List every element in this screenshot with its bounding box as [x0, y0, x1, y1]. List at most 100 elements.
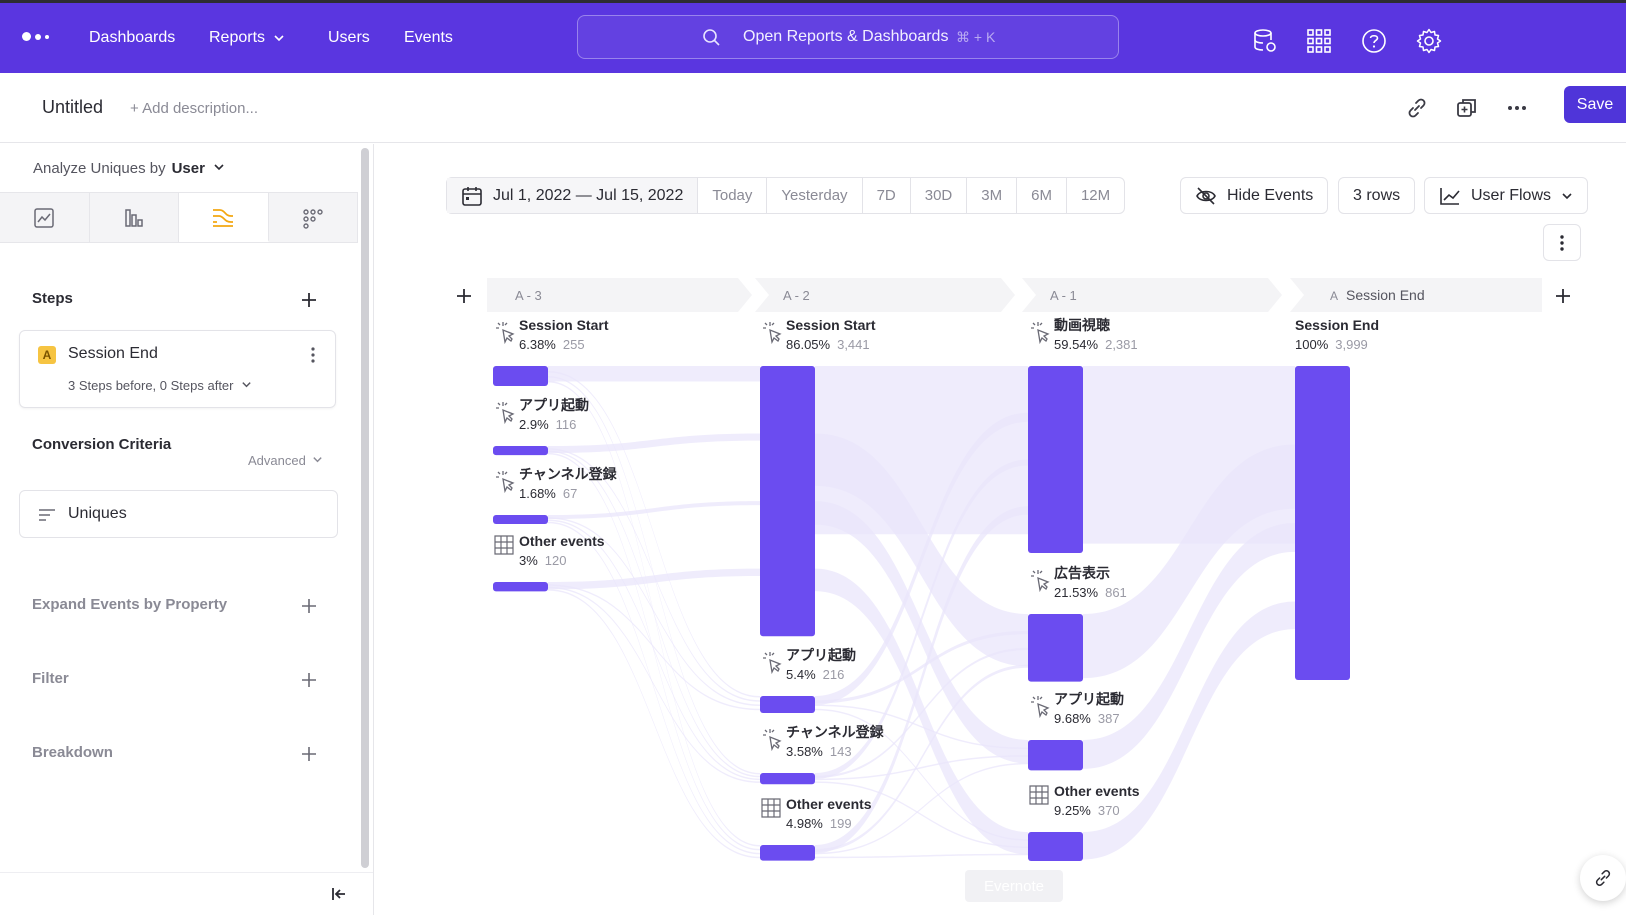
- hover-tooltip: Evernote: [965, 870, 1063, 902]
- view-type-label: User Flows: [1471, 187, 1551, 205]
- range-12m[interactable]: 12M: [1067, 178, 1124, 213]
- flow-link: [815, 631, 1028, 704]
- tab-flows[interactable]: [179, 193, 269, 242]
- flow-node-count: 120: [545, 553, 567, 568]
- filter-heading[interactable]: Filter: [32, 670, 69, 687]
- flow-node-bar[interactable]: [493, 582, 548, 591]
- flow-node-count: 143: [830, 744, 852, 759]
- step-badge: A: [38, 346, 56, 364]
- link-icon[interactable]: [1404, 95, 1430, 121]
- analyze-by-selector[interactable]: Analyze Uniques by User: [33, 160, 225, 177]
- breakdown-heading[interactable]: Breakdown: [32, 744, 113, 761]
- collapse-sidebar-icon[interactable]: [330, 885, 348, 903]
- add-step-icon[interactable]: [300, 291, 318, 309]
- flow-node-bar[interactable]: [493, 446, 548, 455]
- flow-node-name[interactable]: チャンネル登録: [786, 724, 885, 740]
- save-button[interactable]: Save: [1564, 86, 1626, 123]
- database-settings-icon[interactable]: [1251, 27, 1279, 55]
- flow-node-bar[interactable]: [1028, 366, 1083, 553]
- flow-node-name[interactable]: Session End: [1295, 317, 1379, 333]
- flow-node-name[interactable]: アプリ起動: [1054, 691, 1124, 707]
- view-type-selector[interactable]: User Flows: [1424, 177, 1588, 214]
- add-filter-icon[interactable]: [300, 671, 318, 689]
- range-3m[interactable]: 3M: [967, 178, 1017, 213]
- step-column-header[interactable]: [1022, 278, 1282, 312]
- flow-node-name[interactable]: 広告表示: [1054, 565, 1110, 581]
- flow-link: [548, 501, 760, 519]
- nav-reports[interactable]: Reports: [209, 29, 285, 47]
- range-6m[interactable]: 6M: [1017, 178, 1067, 213]
- tab-retention[interactable]: [269, 193, 359, 242]
- nav-events[interactable]: Events: [404, 29, 453, 47]
- add-breakdown-icon[interactable]: [300, 745, 318, 763]
- flow-node-bar[interactable]: [493, 366, 548, 386]
- rows-selector[interactable]: 3 rows: [1338, 177, 1415, 214]
- flow-link: [815, 763, 1028, 855]
- flow-node-bar[interactable]: [760, 366, 815, 636]
- flow-node-name[interactable]: Session Start: [786, 317, 876, 333]
- flow-node-name[interactable]: Other events: [519, 533, 605, 549]
- step-column-header[interactable]: [1290, 278, 1542, 312]
- flow-node-bar[interactable]: [760, 845, 815, 861]
- flow-link: [548, 451, 760, 778]
- flow-node-name[interactable]: チャンネル登録: [519, 466, 618, 482]
- flow-node-count: 370: [1098, 803, 1120, 818]
- flow-node-name[interactable]: アプリ起動: [786, 647, 856, 663]
- flow-node-bar[interactable]: [1028, 614, 1083, 682]
- chart-more-button[interactable]: [1543, 224, 1581, 261]
- settings-gear-icon[interactable]: [1415, 27, 1443, 55]
- step-column-header[interactable]: [487, 278, 752, 312]
- step-range-selector[interactable]: 3 Steps before, 0 Steps after: [68, 378, 252, 393]
- nav-dashboards[interactable]: Dashboards: [89, 29, 175, 47]
- flow-node-bar[interactable]: [760, 773, 815, 784]
- flow-node-percent: 2.9%: [519, 417, 549, 432]
- add-column-icon[interactable]: [1556, 289, 1570, 303]
- date-range-picker[interactable]: Jul 1, 2022 — Jul 15, 2022: [447, 178, 698, 213]
- step-card[interactable]: A Session End 3 Steps before, 0 Steps af…: [19, 330, 336, 408]
- nav-users[interactable]: Users: [328, 29, 370, 47]
- kebab-menu-icon[interactable]: [310, 346, 316, 364]
- expand-events-heading[interactable]: Expand Events by Property: [32, 596, 227, 613]
- advanced-dropdown[interactable]: Advanced: [248, 453, 323, 468]
- flow-node-name[interactable]: 動画視聴: [1054, 317, 1110, 333]
- nav-dashboards-label: Dashboards: [89, 29, 175, 47]
- range-today[interactable]: Today: [698, 178, 767, 213]
- grid-icon: [1030, 786, 1048, 804]
- flow-node-percent: 21.53%: [1054, 585, 1099, 600]
- flow-node-name[interactable]: アプリ起動: [519, 397, 589, 413]
- hide-events-button[interactable]: Hide Events: [1180, 177, 1328, 214]
- more-options-icon[interactable]: [1504, 95, 1530, 121]
- flow-node-bar[interactable]: [1295, 366, 1350, 680]
- tab-funnels[interactable]: [90, 193, 180, 242]
- range-7d[interactable]: 7D: [863, 178, 911, 213]
- flow-node-bar[interactable]: [1028, 832, 1083, 861]
- flow-node-name[interactable]: Session Start: [519, 317, 609, 333]
- flow-link: [815, 413, 1028, 705]
- flow-node-name[interactable]: Other events: [1054, 783, 1140, 799]
- sidebar-scrollbar[interactable]: [361, 148, 369, 868]
- flow-node-bar[interactable]: [493, 515, 548, 524]
- tab-insights[interactable]: [0, 193, 90, 242]
- step-column-header[interactable]: [755, 278, 1015, 312]
- grid-icon: [762, 799, 780, 817]
- flow-link: [1083, 366, 1295, 544]
- search-input[interactable]: Open Reports & Dashboards ⌘ + K: [577, 15, 1119, 59]
- apps-grid-icon[interactable]: [1305, 27, 1333, 55]
- duplicate-icon[interactable]: [1454, 95, 1480, 121]
- flow-node-bar[interactable]: [1028, 740, 1083, 770]
- add-expand-icon[interactable]: [300, 597, 318, 615]
- flow-link: [815, 434, 1028, 667]
- flow-node-percent: 6.38%: [519, 337, 556, 352]
- floating-link-button[interactable]: [1580, 855, 1626, 901]
- app-logo[interactable]: [22, 32, 49, 41]
- add-column-icon[interactable]: [457, 289, 471, 303]
- range-30d[interactable]: 30D: [911, 178, 968, 213]
- flow-node-name[interactable]: Other events: [786, 796, 872, 812]
- range-yesterday[interactable]: Yesterday: [767, 178, 862, 213]
- flow-link: [548, 522, 760, 855]
- conversion-criteria-selector[interactable]: Uniques: [19, 490, 338, 538]
- flow-node-bar[interactable]: [760, 696, 815, 713]
- add-description-input[interactable]: + Add description...: [130, 100, 258, 117]
- help-icon[interactable]: [1360, 27, 1388, 55]
- report-title[interactable]: Untitled: [42, 97, 103, 118]
